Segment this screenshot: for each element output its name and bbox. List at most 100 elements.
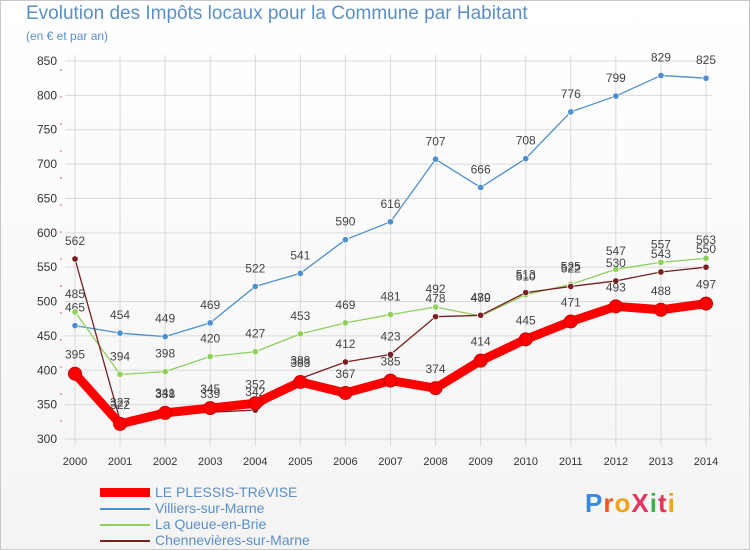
data-point-0-2003 (203, 401, 218, 416)
data-point-1-2008 (432, 155, 440, 163)
data-label-1-2014: 825 (696, 53, 716, 67)
data-point-2-2012 (612, 265, 620, 273)
data-label-2-2009: 479 (471, 291, 491, 305)
data-label-3-2000: 562 (65, 234, 85, 248)
data-label-0-2014: 497 (696, 278, 716, 292)
logo-letter: X (631, 488, 650, 518)
data-point-0-2010 (518, 332, 533, 347)
data-label-2-2001: 394 (110, 349, 130, 363)
data-label-2-2003: 420 (200, 332, 220, 346)
data-point-3-2012 (612, 277, 620, 285)
data-point-2-2008 (432, 303, 440, 311)
data-label-3-2009: 480 (471, 290, 491, 304)
data-label-0-2012: 493 (606, 280, 626, 294)
data-label-1-2000: 465 (65, 301, 85, 315)
data-point-0-2006 (338, 385, 353, 400)
data-label-3-2012: 530 (606, 256, 626, 270)
data-point-3-2007 (386, 350, 395, 359)
data-label-3-2010: 513 (516, 268, 536, 282)
data-label-3-2011: 522 (561, 261, 581, 275)
data-point-1-2002 (161, 333, 169, 341)
y-tick-label-650: 650 (37, 191, 57, 205)
data-point-1-2009 (477, 183, 485, 192)
data-point-0-2000 (68, 366, 82, 381)
legend-label: La Queue-en-Brie (155, 516, 267, 532)
x-tick-label-2002: 2002 (153, 456, 177, 468)
data-point-0-2008 (428, 381, 443, 396)
data-point-0-2001 (113, 416, 128, 431)
data-label-3-2006: 412 (335, 337, 355, 351)
x-tick-label-2004: 2004 (243, 456, 267, 468)
data-label-2-2013: 557 (651, 237, 671, 251)
data-point-0-2014 (699, 296, 713, 311)
data-point-3-2006 (341, 358, 349, 366)
data-point-3-2011 (567, 282, 575, 290)
y-tick-label-850: 850 (37, 54, 57, 68)
data-label-3-2008: 478 (426, 292, 446, 306)
data-point-0-2004 (248, 396, 263, 411)
data-point-3-2008 (432, 313, 440, 321)
data-label-2-2007: 481 (380, 290, 400, 304)
data-point-2-2002 (161, 368, 169, 376)
data-label-2-2010: 510 (516, 270, 536, 284)
data-point-1-2005 (296, 269, 304, 277)
data-label-3-2001: 327 (110, 395, 130, 409)
y-tick-label-500: 500 (37, 295, 57, 309)
data-label-0-2010: 445 (516, 313, 536, 327)
data-label-1-2008: 707 (426, 134, 446, 148)
data-point-2-2004 (251, 348, 259, 356)
data-point-1-2011 (567, 108, 575, 116)
data-label-3-2003: 339 (200, 387, 220, 401)
y-tick-label-750: 750 (37, 123, 57, 137)
data-label-2-2014: 563 (696, 233, 716, 247)
data-point-0-2002 (158, 405, 173, 420)
data-point-1-2006 (341, 236, 349, 244)
data-label-3-2002: 341 (155, 386, 175, 400)
x-tick-label-2012: 2012 (604, 456, 628, 468)
legend-swatch (100, 540, 150, 542)
legend-label: Villiers-sur-Marne (155, 500, 265, 516)
data-label-0-2006: 367 (335, 367, 355, 381)
data-label-3-2013: 543 (651, 247, 671, 261)
data-point-1-2000 (71, 322, 79, 330)
data-point-1-2001 (116, 329, 124, 337)
data-label-0-2001: 322 (110, 398, 130, 412)
y-tick-label-450: 450 (37, 329, 57, 343)
data-label-0-2008: 374 (426, 362, 446, 376)
y-tick-label-550: 550 (37, 260, 57, 274)
data-label-2-2000: 485 (65, 287, 85, 301)
x-tick-label-2009: 2009 (468, 456, 492, 468)
chart-title: Evolution des Impôts locaux pour la Comm… (26, 3, 528, 24)
legend-label: LE PLESSIS-TRéVISE (155, 484, 298, 500)
data-label-2-2008: 492 (426, 282, 446, 296)
x-tick-label-2001: 2001 (108, 456, 132, 468)
data-label-0-2007: 385 (380, 355, 400, 369)
data-point-0-2012 (608, 299, 623, 314)
data-label-1-2013: 829 (651, 50, 671, 64)
data-point-0-2011 (563, 314, 578, 329)
x-tick-label-2008: 2008 (423, 456, 447, 468)
data-label-1-2009: 666 (471, 162, 491, 176)
data-point-1-2010 (522, 155, 530, 163)
data-point-1-2012 (612, 92, 620, 100)
logo-letter: o (614, 488, 632, 518)
data-point-3-2014 (702, 263, 710, 271)
data-label-2-2012: 547 (606, 244, 626, 258)
data-label-0-2002: 338 (155, 387, 175, 401)
data-point-1-2004 (251, 282, 259, 290)
data-label-1-2007: 616 (380, 197, 400, 211)
y-tick-label-600: 600 (37, 226, 57, 240)
data-point-0-2007 (383, 373, 398, 388)
data-label-1-2010: 708 (516, 134, 536, 148)
data-label-0-2004: 352 (245, 377, 265, 391)
legend-swatch (100, 488, 150, 497)
data-point-3-2000 (71, 255, 79, 263)
legend-label: Chennevières-sur-Marne (155, 532, 310, 548)
data-label-3-2004: 342 (245, 385, 265, 399)
chart-subtitle: (en € et par an) (26, 29, 109, 43)
logo-letter: r (603, 488, 615, 518)
data-label-2-2004: 427 (245, 327, 265, 341)
data-point-1-2007 (386, 218, 395, 226)
data-point-0-2009 (473, 353, 488, 368)
